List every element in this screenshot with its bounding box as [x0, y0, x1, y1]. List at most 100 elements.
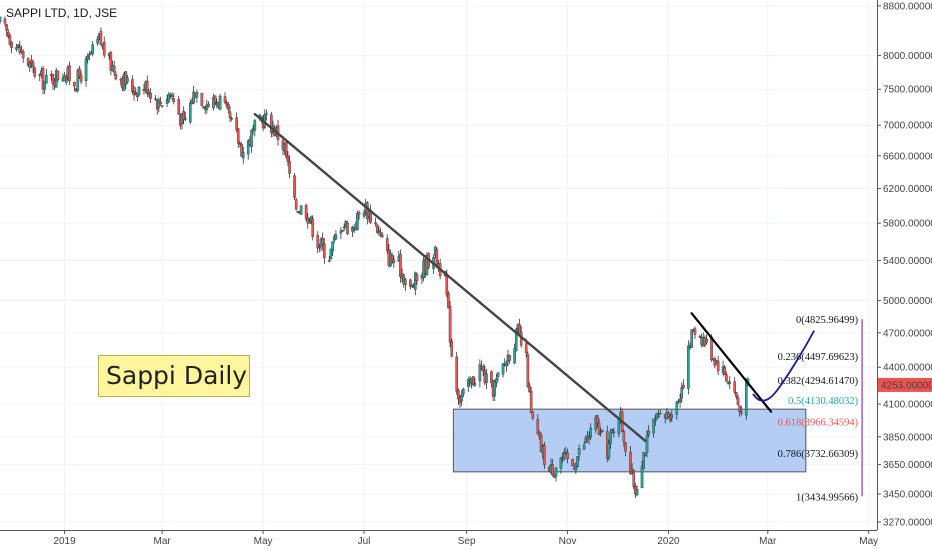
candle-body	[436, 250, 438, 265]
time-axis[interactable]: 2019 Mar May Jul Sep Nov 2020 Mar May	[0, 530, 878, 547]
candle-body	[699, 336, 701, 337]
candle-body	[214, 96, 216, 103]
candle-body	[694, 329, 696, 335]
candle-body	[590, 428, 592, 437]
candle-body	[644, 454, 646, 455]
candle-body	[399, 254, 401, 276]
candle-body	[717, 361, 719, 371]
candle-body	[613, 432, 615, 433]
candle-body	[745, 382, 747, 415]
candle-body	[80, 75, 82, 82]
candle-body	[502, 364, 504, 375]
candle-body	[495, 379, 497, 383]
candle-body	[679, 399, 681, 401]
price-tick-label: 6200.00000	[883, 184, 932, 195]
price-tick-label: 3850.00000	[883, 432, 932, 443]
fib-level-label: 0.382(4294.61470)	[778, 376, 859, 387]
candle-body	[482, 367, 484, 371]
time-tick-label: 2020	[657, 536, 680, 547]
candle-body	[22, 51, 24, 58]
candle-body	[29, 63, 31, 68]
candle-body	[485, 374, 487, 383]
candle-body	[451, 341, 453, 356]
time-tick-label: May	[859, 536, 878, 547]
candle-body	[386, 238, 388, 250]
candle-body	[173, 99, 175, 102]
candle-body	[65, 77, 67, 82]
candle-body	[654, 420, 656, 421]
candle-body	[411, 285, 413, 286]
candle-body	[207, 104, 209, 106]
candle-body	[659, 413, 661, 414]
candle-body	[729, 382, 731, 384]
projection-curve	[753, 331, 814, 401]
candle-body	[356, 213, 358, 230]
candle-body	[657, 416, 659, 417]
trendline	[255, 114, 646, 441]
candle-body	[85, 59, 87, 81]
price-tick-label: 3650.00000	[883, 460, 932, 471]
candle-body	[0, 17, 1, 22]
price-tick-label: 7000.00000	[883, 121, 932, 132]
price-tick-label: 8000.00000	[883, 51, 932, 62]
candle-body	[505, 363, 507, 366]
candle-body	[691, 330, 693, 348]
candle-body	[17, 45, 19, 47]
candle-body	[358, 213, 360, 215]
candle-body	[633, 471, 635, 487]
fib-level-label: 0.618(3966.34594)	[778, 417, 859, 428]
candle-body	[224, 97, 226, 103]
price-tick-label: 8800.00000	[883, 1, 932, 12]
last-price-label: 4253.00000	[881, 380, 932, 391]
price-tick-label: 5800.00000	[883, 219, 932, 230]
time-tick-label: Mar	[154, 536, 172, 547]
fib-level-label: 0(4825.96499)	[796, 315, 859, 326]
candle-body	[416, 275, 418, 281]
candle-body	[566, 453, 568, 459]
fib-level-label: 0.5(4130.48032)	[788, 396, 858, 407]
candle-body	[404, 280, 406, 285]
candle-body	[537, 420, 539, 434]
candle-body	[576, 456, 578, 466]
candle-body	[171, 96, 173, 97]
candle-body	[146, 81, 148, 93]
candle-body	[6, 25, 8, 31]
sappi-daily-label: Sappi Daily	[98, 355, 250, 397]
candle-body	[242, 152, 244, 158]
chart-title: SAPPI LTD, 1D, JSE	[6, 6, 117, 20]
candle-body	[363, 213, 365, 217]
trendlines	[255, 114, 814, 441]
candle-body	[527, 354, 529, 386]
price-tick-label: 5400.00000	[883, 256, 932, 267]
candle-body	[250, 130, 252, 147]
candle-body	[335, 235, 337, 240]
candle-body	[571, 459, 573, 466]
candle-body	[525, 344, 527, 353]
price-axis[interactable]: 3270.00000 3450.00000 3650.00000 3850.00000…	[877, 0, 932, 550]
candle-body	[236, 118, 238, 130]
candle-body	[323, 244, 325, 258]
candle-body	[322, 238, 324, 244]
candle-body	[34, 68, 36, 76]
candle-body	[87, 56, 89, 59]
candle-body	[92, 45, 94, 54]
candle-body	[474, 383, 476, 385]
candle-body	[560, 458, 562, 468]
candle-body	[734, 382, 736, 392]
candle-body	[497, 373, 499, 377]
candle-body	[623, 432, 625, 442]
candle-body	[229, 112, 231, 118]
candle-body	[239, 143, 241, 144]
time-tick-label: Jul	[358, 536, 371, 547]
price-tick-label: 6600.00000	[883, 151, 932, 162]
price-tick-label: 4100.00000	[883, 400, 932, 411]
trendline	[692, 313, 771, 411]
candle-body	[73, 82, 75, 86]
candle-body	[600, 432, 602, 433]
candle-body	[45, 75, 47, 83]
time-tick-label: 2019	[53, 536, 76, 547]
candle-body	[287, 156, 289, 162]
candle-body	[449, 306, 451, 342]
candle-body	[608, 443, 610, 457]
